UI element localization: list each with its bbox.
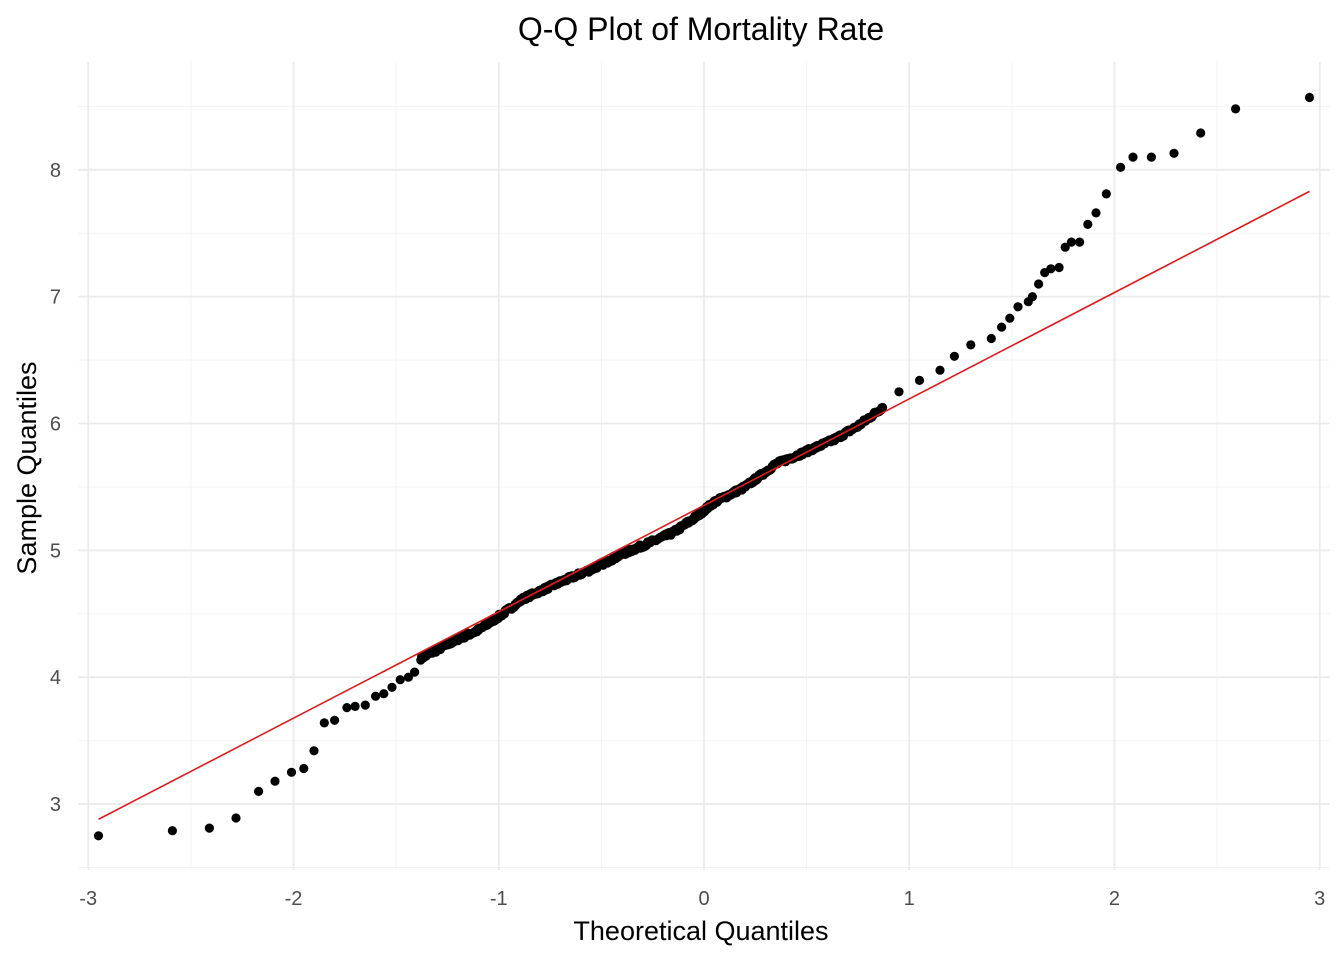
data-point — [270, 776, 280, 786]
data-point — [319, 718, 329, 728]
y-tick-label: 4 — [50, 667, 61, 689]
x-axis-title: Theoretical Quantiles — [573, 916, 828, 946]
data-point — [1101, 189, 1111, 199]
x-tick-label: 0 — [698, 888, 709, 910]
data-point — [330, 715, 340, 725]
data-point — [1066, 237, 1076, 247]
data-point — [1060, 242, 1070, 252]
data-point — [350, 701, 360, 712]
data-point — [966, 340, 976, 350]
data-point — [395, 675, 405, 685]
data-point — [1128, 152, 1138, 162]
data-point — [299, 763, 309, 774]
data-point — [1083, 219, 1093, 229]
y-axis-title: Sample Quantiles — [12, 361, 42, 574]
x-tick-label: 2 — [1109, 888, 1120, 910]
data-point — [204, 823, 214, 833]
reference-line — [98, 190, 1310, 820]
data-point — [914, 375, 925, 385]
x-tick-label: -2 — [285, 888, 303, 910]
data-point — [231, 813, 241, 823]
data-point — [1013, 302, 1023, 312]
chart-title: Q-Q Plot of Mortality Rate — [518, 11, 884, 47]
data-point — [935, 365, 945, 375]
data-point — [1231, 104, 1241, 114]
data-point — [1116, 162, 1126, 172]
x-tick-label: 1 — [904, 888, 915, 910]
data-point — [387, 682, 397, 692]
data-point — [342, 703, 352, 713]
data-point — [986, 333, 996, 344]
data-point — [410, 667, 420, 677]
x-tick-label: -3 — [79, 888, 97, 910]
data-point — [894, 387, 904, 397]
x-tick-label: 3 — [1314, 888, 1325, 910]
grid — [78, 62, 1330, 870]
data-point — [949, 351, 960, 361]
data-point — [878, 402, 888, 413]
data-point — [1046, 264, 1056, 274]
data-point — [1034, 279, 1044, 289]
data-point — [1146, 152, 1156, 162]
y-tick-label: 3 — [50, 794, 61, 816]
data-point — [286, 767, 297, 777]
data-point — [167, 826, 177, 836]
data-point — [1196, 128, 1206, 138]
y-tick-label: 8 — [50, 160, 61, 182]
y-axis-ticks: 3 4 5 6 7 8 — [50, 160, 61, 816]
data-point — [379, 689, 389, 699]
data-point — [1075, 237, 1085, 247]
data-point — [1304, 92, 1315, 103]
x-axis-ticks: -3 -2 -1 0 1 2 3 — [79, 888, 1325, 910]
data-point — [403, 672, 413, 682]
data-point — [1027, 292, 1037, 302]
data-point — [1091, 208, 1101, 218]
data-point — [1005, 313, 1015, 323]
data-point — [1054, 262, 1064, 273]
data-point — [360, 700, 370, 710]
data-point — [1169, 148, 1179, 158]
data-point — [997, 322, 1007, 332]
x-tick-label: -1 — [490, 888, 508, 910]
data-point — [254, 786, 264, 797]
data-point — [309, 746, 319, 756]
y-tick-label: 7 — [50, 287, 61, 309]
y-tick-label: 5 — [50, 540, 61, 562]
data-point — [93, 831, 104, 841]
data-point — [371, 691, 381, 701]
y-tick-label: 6 — [50, 414, 61, 436]
